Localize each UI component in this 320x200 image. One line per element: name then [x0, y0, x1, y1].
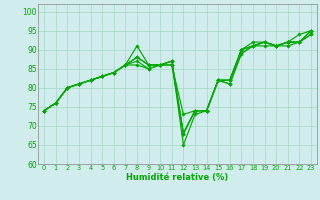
X-axis label: Humidité relative (%): Humidité relative (%)	[126, 173, 229, 182]
